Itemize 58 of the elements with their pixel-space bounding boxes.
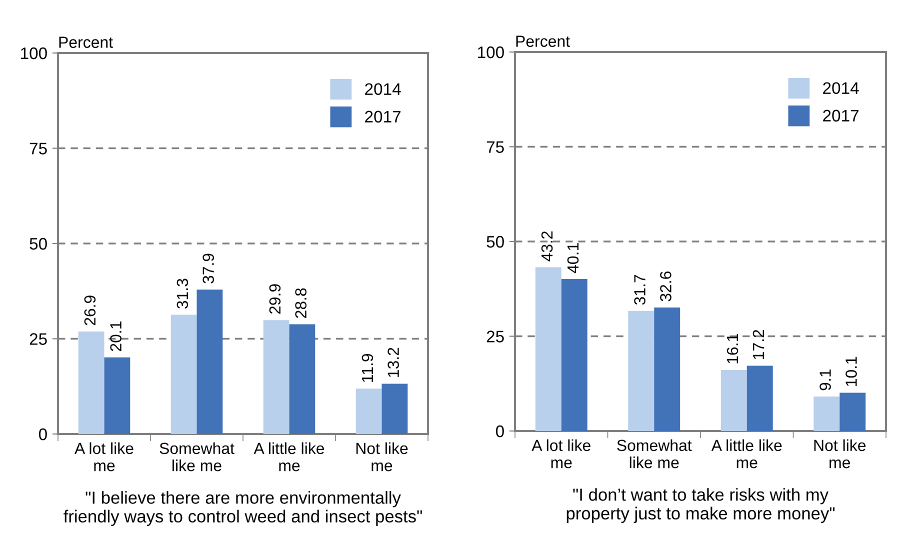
bar bbox=[840, 392, 866, 431]
data-label: 13.2 bbox=[388, 348, 399, 377]
bar bbox=[814, 396, 840, 431]
y-tick-label: 0 bbox=[38, 428, 47, 440]
legend-label: 2014 bbox=[823, 82, 859, 94]
data-label: 28.8 bbox=[295, 288, 306, 318]
data-label: 20.1 bbox=[110, 322, 122, 352]
data-label: 43.2 bbox=[541, 231, 553, 262]
bar bbox=[104, 357, 130, 434]
data-label: 26.9 bbox=[84, 296, 96, 326]
data-label: 40.1 bbox=[567, 243, 579, 274]
y-axis-title: Percent bbox=[516, 36, 570, 47]
y-tick-label: 25 bbox=[30, 333, 47, 345]
x-tick-label: A lot like me bbox=[74, 442, 134, 472]
bar bbox=[356, 388, 382, 434]
y-tick-label: 75 bbox=[486, 141, 504, 153]
bar bbox=[654, 307, 680, 431]
data-label: 31.7 bbox=[634, 275, 646, 305]
data-label: 16.1 bbox=[726, 334, 738, 364]
data-label: 37.9 bbox=[202, 254, 214, 284]
bar bbox=[535, 267, 562, 431]
x-tick-label: Not like me bbox=[356, 442, 408, 472]
x-axis-title: "I don’t want to take risks with my property just to make more money" bbox=[566, 488, 835, 523]
x-tick-label: Somewhat like me bbox=[617, 439, 692, 468]
y-axis-title: Percent bbox=[59, 36, 113, 48]
x-tick-label: Not like me bbox=[814, 439, 866, 468]
y-tick-label: 50 bbox=[486, 236, 504, 248]
y-tick-label: 75 bbox=[30, 142, 47, 154]
bar bbox=[628, 310, 654, 431]
y-tick-label: 0 bbox=[496, 425, 504, 438]
legend-label: 2017 bbox=[823, 110, 858, 122]
x-tick-label: A lot like me bbox=[532, 439, 590, 468]
bar bbox=[263, 320, 290, 434]
bar bbox=[720, 370, 747, 431]
x-tick-label: Somewhat like me bbox=[160, 442, 234, 472]
legend-label: 2017 bbox=[365, 110, 400, 123]
x-tick-label: A little like me bbox=[711, 439, 782, 468]
y-tick-label: 25 bbox=[486, 330, 504, 342]
legend-label: 2014 bbox=[365, 83, 401, 95]
x-tick-label: A little like me bbox=[254, 442, 324, 472]
data-label: 32.6 bbox=[660, 272, 672, 302]
data-label: 29.9 bbox=[269, 284, 281, 314]
data-label: 9.1 bbox=[820, 370, 831, 390]
y-tick-label: 100 bbox=[478, 46, 504, 58]
bar bbox=[746, 366, 773, 431]
bar bbox=[78, 332, 104, 434]
y-tick-label: 50 bbox=[30, 238, 47, 250]
data-label: 10.1 bbox=[846, 356, 857, 386]
data-label: 11.9 bbox=[362, 354, 374, 382]
bar bbox=[561, 279, 588, 431]
data-label: 31.3 bbox=[176, 278, 188, 309]
bar bbox=[382, 384, 408, 434]
x-axis-title: "I believe there are more environmentally friendly ways to control weed and insect pests" bbox=[64, 491, 422, 526]
bar bbox=[289, 324, 316, 434]
bar bbox=[170, 314, 197, 434]
y-tick-label: 100 bbox=[21, 47, 47, 60]
data-label: 17.2 bbox=[752, 330, 764, 360]
bar bbox=[196, 290, 223, 434]
